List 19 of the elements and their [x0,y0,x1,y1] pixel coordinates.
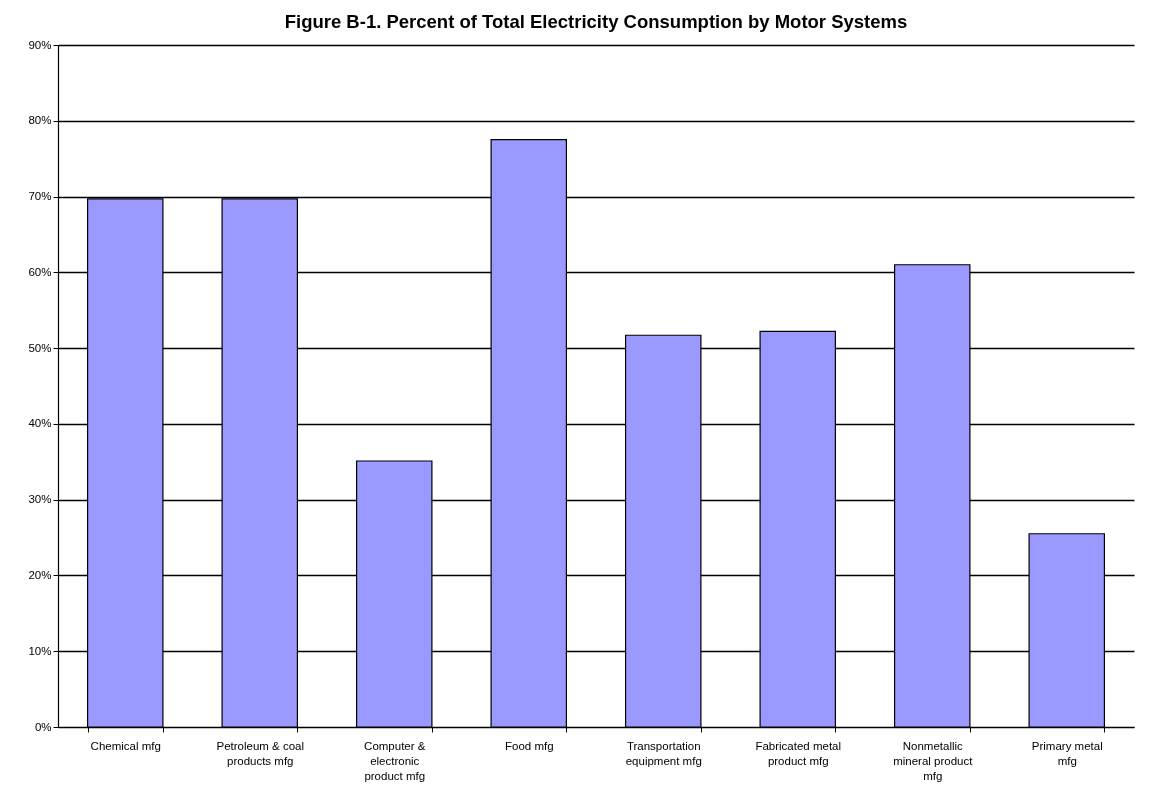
y-tick-label: 50% [28,341,52,354]
y-tick-label: 80% [28,114,52,127]
chart-title: Figure B-1. Percent of Total Electricity Consumption by Motor Systems [284,10,908,32]
y-tick-label: 20% [28,568,52,581]
x-tick-label: Chemical mfg [90,739,161,752]
x-tick-label: Transportation equipment mfg [625,739,702,767]
x-tick-label: Nonmetallic mineral product mfg [893,739,974,782]
y-tick-label: 70% [28,190,52,203]
y-tick-label: 40% [28,417,52,430]
x-tick-label: Computer & electronic product mfg [364,739,426,782]
y-tick-label: 30% [28,493,52,506]
y-tick-label: 90% [28,38,52,51]
x-tick-label: Primary metal mfg [1031,739,1103,767]
y-tick-label: 0% [34,720,52,733]
y-tick-label: 10% [28,644,52,657]
y-tick-label: 60% [28,265,52,278]
x-tick-label: Fabricated metal product mfg [755,739,842,767]
x-tick-label: Petroleum & coal products mfg [216,739,305,767]
x-tick-label: Food mfg [504,739,554,752]
